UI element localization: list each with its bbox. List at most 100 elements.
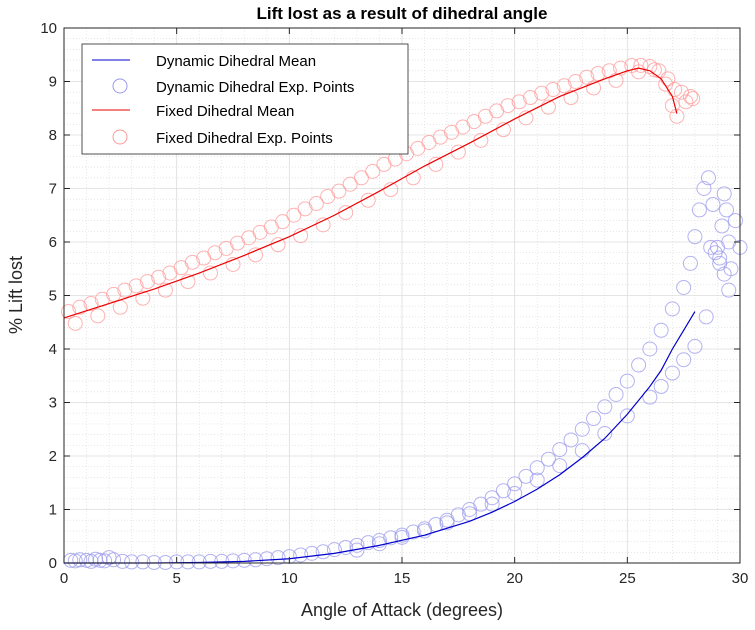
dynamic-dihedral-exp-points-point (304, 545, 320, 561)
fixed-dihedral-exp-points-point (128, 278, 144, 294)
dynamic-dihedral-exp-points-point (293, 547, 309, 563)
fixed-dihedral-exp-points-point (432, 129, 448, 145)
fixed-dihedral-exp-points-point (365, 163, 381, 179)
fixed-dihedral-exp-points-point (207, 245, 223, 261)
x-tick-label: 20 (506, 570, 523, 587)
y-tick-label: 7 (49, 181, 57, 198)
fixed-dihedral-exp-points-point (83, 296, 99, 312)
x-tick-label: 10 (281, 570, 298, 587)
dynamic-dihedral-exp-points-point (716, 266, 732, 282)
fixed-dihedral-exp-points-point (511, 94, 527, 110)
dynamic-dihedral-exp-points-point (682, 255, 698, 271)
fixed-dihedral-exp-points-point (135, 290, 151, 306)
dynamic-dihedral-exp-points-point (518, 468, 534, 484)
fixed-dihedral-exp-points-point (383, 182, 399, 198)
dynamic-dihedral-exp-points-point (507, 485, 523, 501)
x-axis-label: Angle of Attack (degrees) (301, 600, 503, 620)
dynamic-dihedral-exp-points-point (718, 202, 734, 218)
dynamic-dihedral-mean-line (64, 311, 696, 564)
dynamic-dihedral-exp-points-point (574, 421, 590, 437)
legend-item-dynamic-mean: Dynamic Dihedral Mean (92, 53, 316, 70)
fixed-dihedral-exp-points-point (90, 308, 106, 324)
dynamic-dihedral-exp-points-point (97, 553, 113, 569)
legend-label-fixed-mean: Fixed Dihedral Mean (156, 103, 294, 120)
dynamic-dihedral-exp-points-point (259, 551, 275, 567)
fixed-dihedral-exp-points-point (157, 282, 173, 298)
fixed-dihedral-exp-points-point (72, 299, 88, 315)
y-tick-label: 2 (49, 448, 57, 465)
fixed-dihedral-exp-points-point (500, 98, 516, 114)
fixed-dihedral-exp-points-point (225, 256, 241, 272)
legend-label-dynamic-points: Dynamic Dihedral Exp. Points (156, 79, 354, 96)
dynamic-dihedral-exp-points-point (619, 373, 635, 389)
dynamic-dihedral-exp-points-point (707, 245, 723, 261)
fixed-dihedral-exp-points-point (540, 99, 556, 115)
x-tick-label: 5 (172, 570, 180, 587)
dynamic-dihedral-exp-points-point (495, 483, 511, 499)
dynamic-dihedral-exp-points-point (124, 554, 140, 570)
fixed-dihedral-exp-points-point (117, 282, 133, 298)
dynamic-dihedral-exp-points-point (169, 554, 185, 570)
fixed-dihedral-exp-points-point (669, 108, 685, 124)
dynamic-dihedral-exp-points-point (439, 515, 455, 531)
fixed-dihedral-exp-points-point (518, 110, 534, 126)
legend-item-dynamic-points: Dynamic Dihedral Exp. Points (112, 78, 354, 96)
dynamic-dihedral-exp-points-point (417, 523, 433, 539)
dynamic-dihedral-exp-points-point (653, 378, 669, 394)
dynamic-dihedral-exp-points-point (586, 411, 602, 427)
dynamic-dihedral-exp-points-point (270, 550, 286, 566)
y-tick-label: 1 (49, 502, 57, 519)
fixed-dihedral-exp-points-point (556, 78, 572, 94)
y-tick-label: 6 (49, 234, 57, 251)
dynamic-dihedral-exp-points-point (664, 365, 680, 381)
dynamic-dihedral-exp-points-point (676, 279, 692, 295)
dynamic-dihedral-exp-points-point (703, 239, 719, 255)
legend-swatch-fixed-points (112, 129, 128, 145)
dynamic-dihedral-exp-points-point (394, 529, 410, 545)
dynamic-dihedral-exp-points-point (529, 460, 545, 476)
fixed-dihedral-exp-points-point (293, 228, 309, 244)
dynamic-dihedral-exp-points-point (281, 549, 297, 565)
dynamic-dihedral-exp-points-point (563, 432, 579, 448)
fixed-dihedral-exp-points-point (495, 122, 511, 138)
x-tick-label: 0 (60, 570, 68, 587)
dynamic-dihedral-exp-points-point (687, 338, 703, 354)
fixed-dihedral-exp-points-point (685, 91, 701, 107)
fixed-dihedral-exp-points-point (275, 214, 291, 230)
series-layer (61, 57, 748, 570)
fixed-dihedral-exp-points-point (342, 176, 358, 192)
dynamic-dihedral-exp-points-point (691, 202, 707, 218)
fixed-dihedral-exp-points-point (248, 247, 264, 263)
fixed-dihedral-exp-points-point (151, 269, 167, 285)
fixed-dihedral-exp-points-point (608, 72, 624, 88)
ticks (63, 27, 741, 564)
dynamic-dihedral-exp-points-point (529, 472, 545, 488)
fixed-dihedral-exp-points-point (353, 170, 369, 186)
legend-item-fixed-mean: Fixed Dihedral Mean (92, 103, 294, 120)
dynamic-dihedral-exp-points-point (540, 451, 556, 467)
dynamic-dihedral-exp-points-point (552, 458, 568, 474)
fixed-dihedral-exp-points-point (180, 274, 196, 290)
fixed-dihedral-exp-points-point (184, 254, 200, 270)
fixed-dihedral-exp-points-point (682, 88, 698, 104)
dynamic-dihedral-exp-points-point (642, 341, 658, 357)
dynamic-dihedral-exp-points-point (608, 386, 624, 402)
legend-box (81, 43, 409, 155)
dynamic-dihedral-exp-points-point (106, 552, 122, 568)
dynamic-dihedral-exp-points-point (552, 442, 568, 458)
dynamic-dihedral-exp-points-point (338, 539, 354, 555)
dynamic-dihedral-exp-points-point (326, 542, 342, 558)
dynamic-dihedral-exp-points-point (721, 282, 737, 298)
fixed-dihedral-exp-points-point (545, 82, 561, 98)
dynamic-dihedral-exp-points-point (687, 229, 703, 245)
fixed-dihedral-exp-points-group (61, 57, 701, 331)
x-tick-label: 30 (732, 570, 749, 587)
dynamic-dihedral-exp-points-point (727, 213, 743, 229)
dynamic-dihedral-exp-points-point (484, 496, 500, 512)
y-tick-label: 3 (49, 395, 57, 412)
fixed-dihedral-exp-points-point (579, 69, 595, 85)
y-axis-label: % Lift lost (6, 256, 26, 334)
tick-labels: 0 5 10 15 20 25 30 0 1 2 3 4 5 6 7 8 9 10 (40, 20, 748, 587)
fixed-dihedral-exp-points-point (678, 94, 694, 110)
